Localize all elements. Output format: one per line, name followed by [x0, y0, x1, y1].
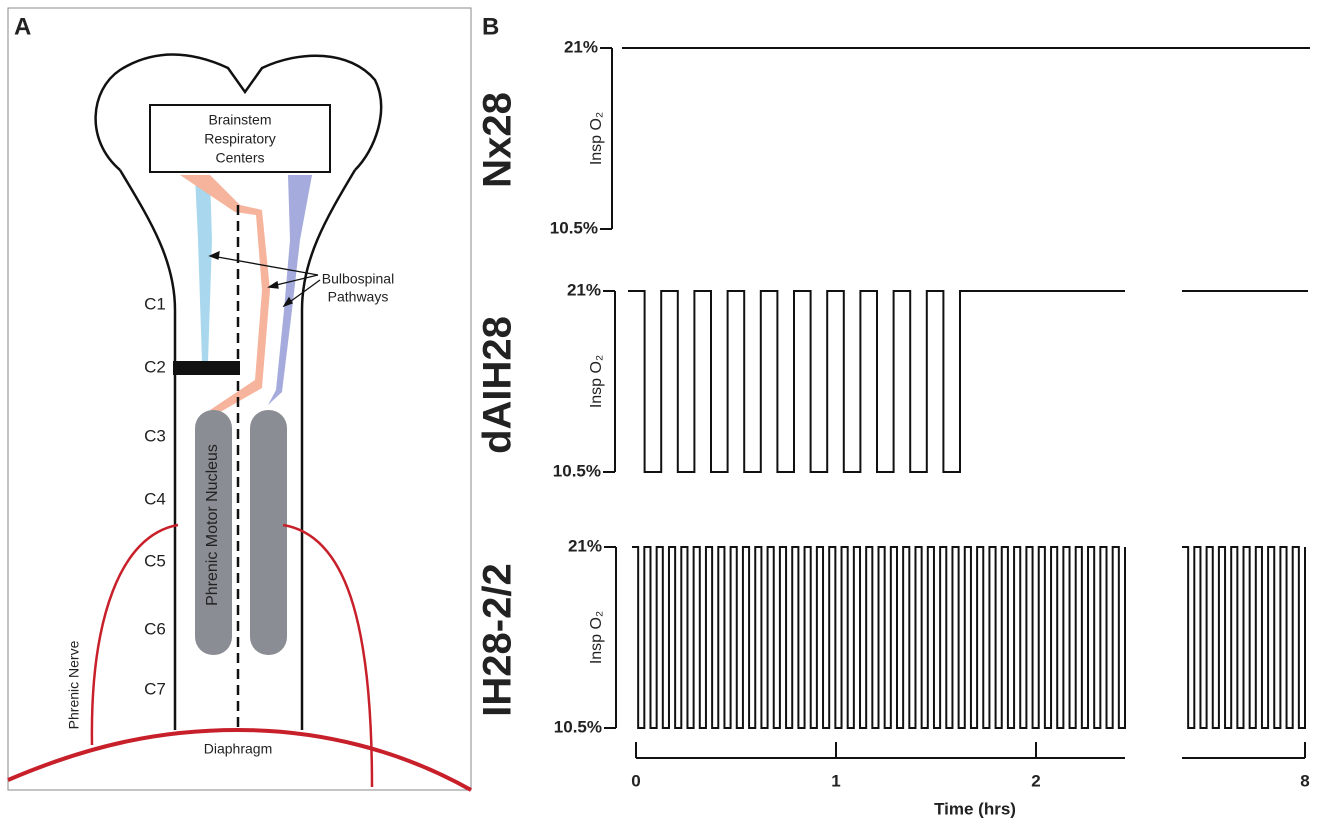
box-label: Respiratory [204, 131, 276, 147]
motor-nucleus [250, 410, 287, 655]
diaphragm-label: Diaphragm [204, 741, 272, 757]
segment-label: C2 [144, 357, 166, 376]
axis-label: Insp O₂ [588, 112, 605, 165]
y-tick-label: 10.5% [553, 461, 601, 480]
box-label: Centers [215, 150, 264, 166]
panel-label: B [482, 13, 499, 40]
y-tick-label: 21% [564, 37, 598, 56]
x-tick-label: 0 [631, 771, 640, 790]
diaphragm [8, 730, 471, 790]
row-label: Nx28 [476, 92, 520, 188]
pathways-label: Bulbospinal [322, 271, 394, 287]
o2-trace [632, 547, 1305, 728]
c2-lesion [173, 361, 240, 375]
axis-label: Insp O₂ [588, 611, 605, 664]
segment-label: C7 [144, 679, 166, 698]
pathway-blue [195, 175, 212, 362]
segment-label: C1 [144, 294, 166, 313]
y-tick-label: 21% [567, 280, 601, 299]
figure: A Brainstem Respiratory Centers Phrenic … [0, 0, 1317, 827]
segment-label: C6 [144, 619, 166, 638]
nucleus-label: Phrenic Motor Nucleus [204, 444, 221, 606]
x-tick-label: 2 [1031, 771, 1040, 790]
segment-label: C4 [144, 489, 166, 508]
y-tick-label: 10.5% [550, 218, 598, 237]
segment-label: C3 [144, 426, 166, 445]
x-tick-label: 8 [1300, 771, 1309, 790]
pathways-label: Pathways [328, 289, 389, 305]
y-tick-label: 10.5% [554, 717, 602, 736]
row-label: IH28-2/2 [476, 563, 520, 716]
pathway-salmon [180, 175, 270, 415]
box-label: Brainstem [208, 112, 271, 128]
segment-label: C5 [144, 551, 166, 570]
x-axis-title: Time (hrs) [934, 799, 1016, 818]
x-tick-label: 1 [831, 771, 840, 790]
o2-trace [628, 291, 1308, 472]
panel-label: A [14, 13, 31, 40]
axis-label: Insp O₂ [588, 355, 605, 408]
row-label: dAIH28 [476, 316, 520, 454]
y-tick-label: 21% [568, 536, 602, 555]
nerve-label: Phrenic Nerve [66, 640, 82, 729]
